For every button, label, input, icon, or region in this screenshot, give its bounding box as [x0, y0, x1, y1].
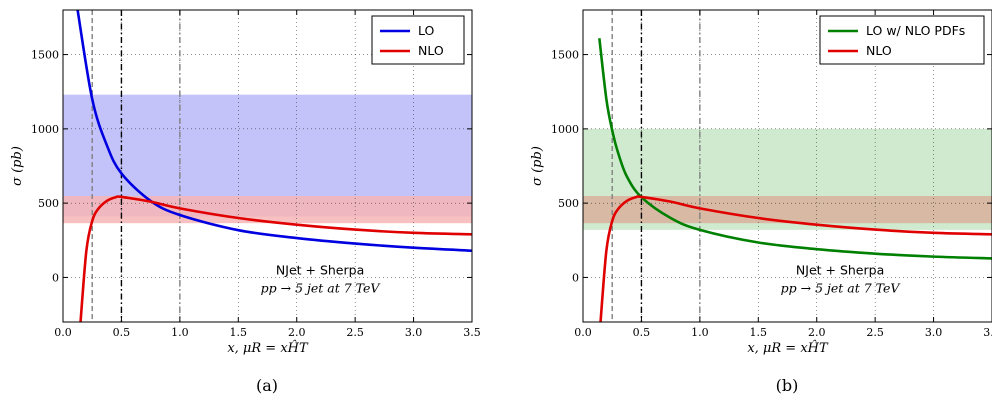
annotation-line-1: NJet + Sherpa [276, 262, 364, 277]
series-line [76, 10, 472, 252]
series-line [79, 195, 472, 322]
chart-panel-2: 0.0 0.5 1.0 1.5 2.0 2.5 3.0 3.5 0 500 1000 1500 x, μ… [530, 9, 992, 395]
y-axis-label: σ (pb) [530, 146, 545, 186]
x-tick-label: 0.0 [54, 326, 72, 339]
legend-label: LO [418, 23, 435, 38]
x-tick-label: 2.5 [866, 326, 884, 339]
legend-label: NLO [418, 43, 444, 58]
y-tick-label: 0 [52, 271, 59, 284]
y-tick-label: 1000 [551, 123, 579, 136]
panel-caption: (b) [776, 376, 799, 395]
y-tick-label: 1500 [31, 49, 59, 62]
legend: LO NLO [371, 15, 465, 65]
x-tick-label: 0.5 [633, 326, 651, 339]
x-tick-label: 2.0 [808, 326, 826, 339]
x-tick-label: 1.5 [230, 326, 248, 339]
x-tick-label: 2.0 [288, 326, 306, 339]
y-axis-label: σ (pb) [10, 146, 25, 186]
uncertainty-band [63, 196, 472, 224]
annotation-line-1: NJet + Sherpa [796, 262, 884, 277]
plot-area [583, 10, 992, 322]
x-axis-label: x, μR = xĤT [747, 340, 829, 356]
x-axis-label: x, μR = xĤT [227, 340, 309, 356]
series-line [598, 38, 992, 260]
x-tick-label: 2.5 [346, 326, 364, 339]
legend-label: LO w/ NLO PDFs [866, 23, 965, 38]
plot-frame [62, 9, 473, 323]
plot-frame [582, 9, 992, 323]
x-tick-label: 1.0 [691, 326, 709, 339]
panel-caption: (a) [256, 376, 278, 395]
annotation-line-2: pp → 5 jet at 7 TeV [781, 280, 902, 295]
legend-box [819, 15, 985, 65]
x-tick-label: 3.5 [983, 326, 992, 339]
y-tick-label: 500 [558, 197, 579, 210]
plot-area [63, 10, 472, 322]
annotation-line-2: pp → 5 jet at 7 TeV [261, 280, 382, 295]
y-tick-label: 500 [38, 197, 59, 210]
legend-box [371, 15, 465, 65]
x-tick-label: 3.5 [463, 326, 481, 339]
legend: LO w/ NLO PDFs NLO [819, 15, 985, 65]
y-tick-label: 1500 [551, 49, 579, 62]
series-line [599, 195, 992, 322]
x-tick-label: 1.0 [171, 326, 189, 339]
x-tick-label: 0.5 [113, 326, 131, 339]
y-tick-label: 1000 [31, 123, 59, 136]
y-tick-label: 0 [572, 271, 579, 284]
x-tick-label: 0.0 [574, 326, 592, 339]
uncertainty-band [583, 196, 992, 224]
chart-panel-1: 0.0 0.5 1.0 1.5 2.0 2.5 3.0 3.5 0 500 1000 1500 x, μ… [10, 9, 481, 395]
legend-label: NLO [866, 43, 892, 58]
x-tick-label: 1.5 [750, 326, 768, 339]
x-tick-label: 3.0 [925, 326, 943, 339]
x-tick-label: 3.0 [405, 326, 423, 339]
